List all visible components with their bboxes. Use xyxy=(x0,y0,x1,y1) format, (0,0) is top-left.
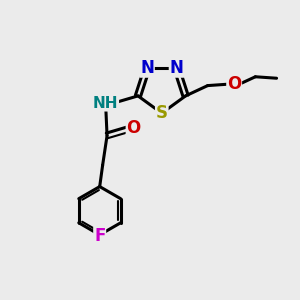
Text: NH: NH xyxy=(93,96,118,111)
Text: N: N xyxy=(140,59,154,77)
Text: O: O xyxy=(126,119,141,137)
Text: S: S xyxy=(156,104,168,122)
Text: N: N xyxy=(169,59,183,77)
Text: F: F xyxy=(94,227,105,245)
Text: O: O xyxy=(227,75,241,93)
